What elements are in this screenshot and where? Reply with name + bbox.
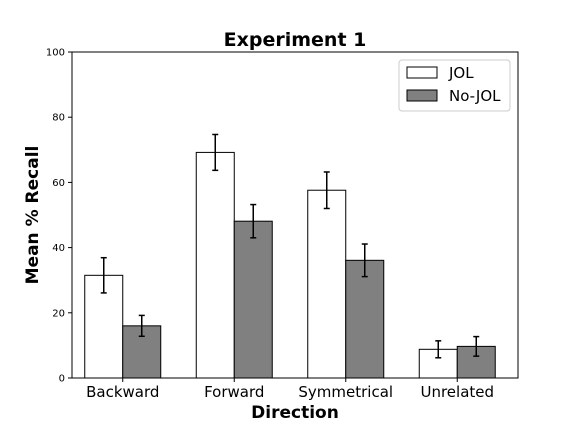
error-bar-no-jol-symmetrical [361, 243, 368, 278]
error-bar-jol-unrelated [435, 340, 442, 359]
y-tick-label: 60 [52, 178, 65, 189]
error-bar-no-jol-unrelated [473, 335, 480, 357]
x-axis-label: Direction [251, 403, 339, 423]
error-bar-no-jol-backward [138, 314, 145, 338]
chart-title: Experiment 1 [224, 29, 367, 51]
x-tick-label: Forward [204, 383, 264, 401]
legend-swatch-jol [406, 66, 438, 79]
bar-jol-forward [195, 151, 235, 379]
legend: JOL No-JOL [398, 59, 511, 112]
bar-no-jol-symmetrical [345, 259, 385, 379]
y-tick-label: 80 [52, 113, 65, 124]
y-tick-label: 0 [59, 374, 65, 385]
plot-frame [71, 51, 519, 379]
y-tick-label: 20 [52, 308, 65, 319]
error-bar-no-jol-forward [250, 203, 257, 239]
error-bar-jol-forward [212, 133, 219, 172]
y-tick-label: 40 [52, 243, 65, 254]
x-tick-label: Backward [86, 383, 159, 401]
x-tick-label: Symmetrical [298, 383, 393, 401]
error-bar-jol-symmetrical [323, 171, 330, 210]
legend-label-jol: JOL [448, 64, 474, 82]
y-tick-label: 100 [46, 48, 65, 59]
error-bar-jol-backward [100, 256, 107, 294]
legend-label-no-jol: No-JOL [449, 87, 501, 105]
bar-no-jol-forward [233, 220, 273, 379]
x-tick-label: Unrelated [420, 383, 494, 401]
bar-jol-symmetrical [307, 189, 347, 379]
legend-swatch-no-jol [406, 89, 438, 102]
y-axis-label: Mean % Recall [23, 146, 43, 285]
